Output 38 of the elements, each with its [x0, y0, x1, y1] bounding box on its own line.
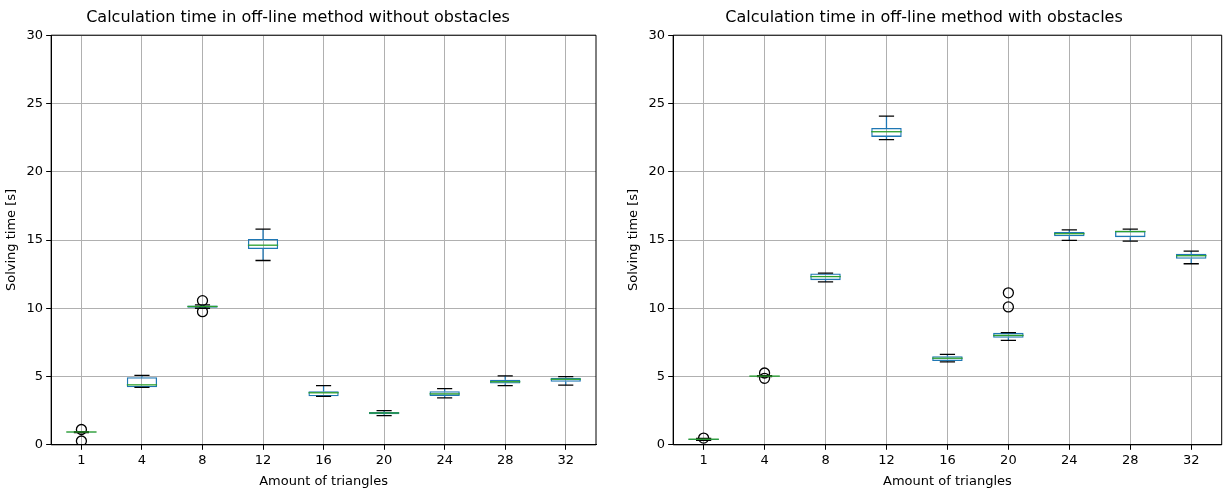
y-axis-title: Solving time [s]: [3, 188, 19, 292]
x-tick-label: 16: [939, 451, 956, 467]
x-axis-title: Amount of triangles: [259, 472, 389, 488]
y-tick-label: 0: [656, 436, 666, 452]
y-tick-label: 30: [648, 26, 666, 42]
y-tick-label: 25: [26, 94, 44, 110]
y-tick-label: 0: [34, 436, 44, 452]
x-tick-label: 8: [198, 451, 207, 467]
y-tick-label: 10: [648, 299, 666, 315]
x-tick-label: 16: [315, 451, 332, 467]
y-axis-title: Solving time [s]: [625, 188, 641, 292]
x-tick-label: 24: [436, 451, 453, 467]
y-tick-label: 10: [26, 299, 44, 315]
x-tick-label: 20: [375, 451, 393, 467]
y-tick-label: 20: [26, 163, 44, 179]
x-axis-title: Amount of triangles: [883, 472, 1013, 488]
x-tick-label: 1: [77, 451, 86, 467]
chart-title: Calculation time in off-line method without obstacles: [86, 6, 510, 26]
y-tick-label: 15: [26, 231, 44, 247]
y-tick-label: 15: [648, 231, 666, 247]
y-tick-label: 5: [656, 367, 666, 383]
x-tick-label: 28: [496, 451, 514, 467]
y-tick-label: 25: [648, 94, 666, 110]
x-tick-label: 4: [137, 451, 147, 467]
y-tick-label: 20: [648, 163, 666, 179]
x-tick-label: 24: [1061, 451, 1078, 467]
x-tick-label: 20: [1000, 451, 1017, 467]
x-tick-label: 28: [1122, 451, 1139, 467]
x-tick-label: 12: [878, 451, 895, 467]
x-tick-label: 32: [1182, 451, 1200, 467]
chart-title: Calculation time in off-line method with obstacles: [725, 6, 1123, 26]
y-tick-label: 30: [26, 26, 44, 42]
x-tick-label: 8: [821, 451, 830, 467]
x-tick-label: 32: [557, 451, 574, 467]
y-tick-label: 5: [34, 367, 44, 383]
x-tick-label: 12: [254, 451, 272, 467]
x-tick-label: 1: [699, 451, 708, 467]
x-tick-label: 4: [760, 451, 769, 467]
